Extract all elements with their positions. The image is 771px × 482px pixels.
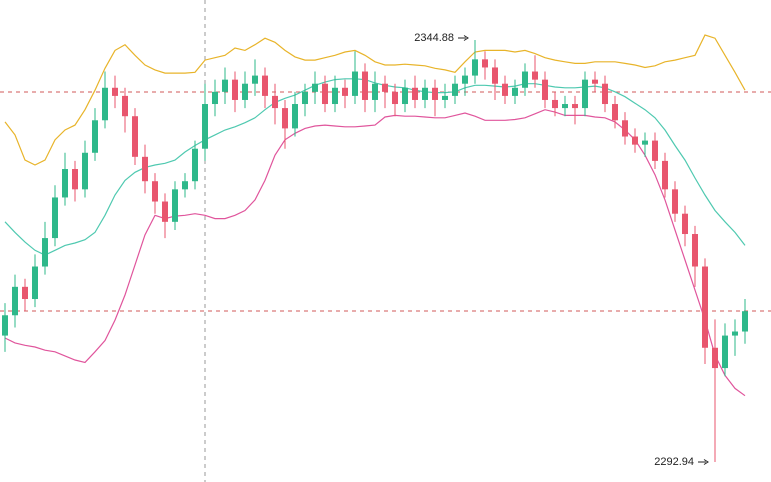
candle-body [642, 140, 648, 145]
candle-body [572, 104, 578, 109]
candle-body [522, 71, 528, 88]
candle-body [422, 87, 428, 100]
candle-body [412, 87, 418, 100]
candle-body [62, 169, 68, 198]
candle-body [582, 79, 588, 109]
candle-body [552, 99, 558, 109]
candle-body [672, 189, 678, 214]
candle-body [532, 71, 538, 80]
candle-body [112, 87, 118, 96]
candle-body [92, 120, 98, 153]
candle-body [312, 83, 318, 92]
candle-body [392, 91, 398, 105]
candle-body [282, 108, 288, 129]
candle-body [632, 136, 638, 145]
candle-body [402, 87, 408, 105]
candle-body [322, 83, 328, 105]
band-line [4, 109, 746, 397]
candle-body [102, 87, 108, 121]
annotations: 2344.88 2292.94 [414, 32, 709, 468]
candle-body [622, 120, 628, 137]
candle-body [452, 83, 458, 96]
candle-body [272, 95, 278, 109]
candle-body [242, 83, 248, 100]
candle-body [212, 91, 218, 105]
candle-body [162, 201, 168, 222]
candle-body [462, 75, 468, 84]
candle-body [192, 148, 198, 182]
candle-body [42, 238, 48, 267]
candle-body [332, 87, 338, 105]
candle-body [682, 213, 688, 235]
candle-body [662, 160, 668, 190]
candle-body [82, 152, 88, 190]
candle-body [352, 71, 358, 96]
candles [2, 40, 748, 462]
candle-body [712, 347, 718, 369]
candle-body [292, 104, 298, 129]
candle-body [372, 83, 378, 100]
candle-body [732, 331, 738, 336]
candle-body [602, 83, 608, 105]
candle-body [562, 104, 568, 109]
candle-body [692, 234, 698, 267]
candle-body [252, 75, 258, 84]
candle-body [382, 83, 388, 92]
candle-body [202, 104, 208, 149]
candle-body [172, 189, 178, 222]
candle-body [302, 91, 308, 105]
candle-body [142, 156, 148, 182]
candle-body [72, 169, 78, 190]
candle-body [442, 95, 448, 100]
candle-body [342, 87, 348, 96]
candle-body [122, 95, 128, 117]
candle-body [52, 197, 58, 239]
candle-body [502, 83, 508, 96]
candle-body [652, 140, 658, 161]
candle-body [152, 181, 158, 202]
candle-body [182, 181, 188, 190]
candle-body [472, 59, 478, 76]
annotation-arrowhead [463, 35, 469, 41]
candle-body [22, 286, 28, 300]
candle-body [612, 104, 618, 121]
candle-body [492, 67, 498, 84]
band-line [4, 34, 746, 166]
candle-body [702, 266, 708, 348]
candle-body [512, 87, 518, 96]
candle-body [222, 79, 228, 92]
candle-body [132, 116, 138, 157]
candle-body [542, 79, 548, 100]
candle-body [482, 59, 488, 68]
candle-body [362, 71, 368, 100]
candle-body [232, 79, 238, 100]
candle-body [2, 315, 8, 336]
candle-body [12, 286, 18, 316]
annotation-arrowhead [703, 459, 709, 465]
candle-body [262, 75, 268, 96]
candle-body [432, 87, 438, 100]
candle-body [592, 79, 598, 84]
price-annotation: 2292.94 [654, 456, 694, 468]
candle-body [32, 266, 38, 300]
candle-body [722, 335, 728, 369]
price-annotation: 2344.88 [414, 32, 454, 44]
candle-body [742, 311, 748, 332]
